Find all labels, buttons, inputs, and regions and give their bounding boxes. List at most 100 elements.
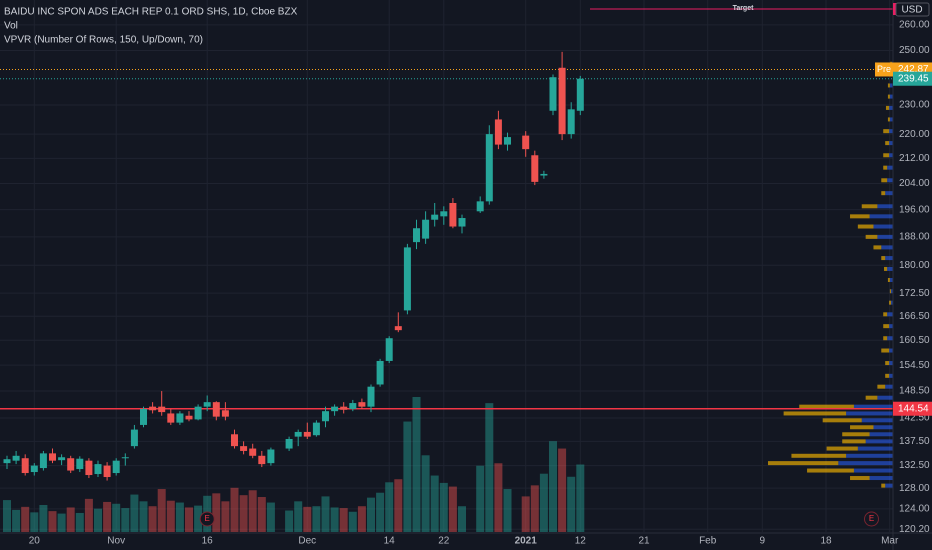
y-tick-label: 137.50 bbox=[899, 436, 930, 447]
x-tick-label: 18 bbox=[820, 536, 832, 547]
x-tick-label: 9 bbox=[760, 536, 766, 547]
volume-bar bbox=[394, 479, 403, 532]
profile-down-bar bbox=[807, 468, 854, 473]
y-tick-label: 180.00 bbox=[899, 260, 930, 271]
candle-body bbox=[485, 134, 493, 202]
profile-down-bar bbox=[850, 425, 874, 430]
profile-up-bar bbox=[889, 361, 893, 366]
volume-bar bbox=[94, 508, 102, 532]
profile-up-bar bbox=[885, 191, 893, 196]
candle-body bbox=[203, 402, 211, 407]
volume-bar bbox=[321, 496, 330, 532]
price-label-box bbox=[893, 401, 932, 416]
volume-bar bbox=[103, 501, 112, 532]
profile-down-bar bbox=[881, 256, 886, 261]
candle-body bbox=[340, 406, 348, 410]
volume-bar bbox=[448, 486, 457, 532]
profile-up-bar bbox=[891, 300, 893, 305]
earnings-marker bbox=[199, 511, 215, 527]
profile-down-bar bbox=[826, 446, 858, 451]
profile-up-bar bbox=[889, 129, 893, 134]
volume-bar bbox=[530, 485, 539, 532]
profile-up-bar bbox=[887, 266, 893, 271]
volume-bar bbox=[121, 508, 130, 532]
profile-down-bar bbox=[877, 384, 886, 389]
volume-bar bbox=[549, 441, 557, 532]
profile-down-bar bbox=[857, 224, 874, 229]
profile-up-bar bbox=[887, 312, 893, 317]
profile-up-bar bbox=[838, 461, 893, 466]
y-tick-label: 166.50 bbox=[899, 311, 930, 322]
y-tick-label: 160.50 bbox=[899, 335, 930, 346]
profile-up-bar bbox=[869, 432, 893, 437]
candle-body bbox=[367, 386, 375, 407]
volume-bar bbox=[357, 506, 366, 532]
candle-body bbox=[576, 78, 584, 111]
profile-up-bar bbox=[889, 83, 893, 88]
volume-bar bbox=[66, 507, 75, 532]
y-tick-label: 120.20 bbox=[899, 524, 930, 535]
volume-bar bbox=[239, 495, 248, 532]
profile-up-bar bbox=[889, 324, 893, 329]
candle-body bbox=[540, 173, 548, 176]
candle-body bbox=[58, 457, 66, 461]
candle-body bbox=[476, 201, 484, 212]
indicator-label[interactable]: Vol bbox=[4, 21, 18, 32]
candle-body bbox=[440, 211, 448, 217]
candle-body bbox=[413, 228, 420, 243]
volume-bar bbox=[458, 506, 466, 532]
volume-bar bbox=[194, 505, 203, 532]
candle-body bbox=[76, 458, 84, 470]
volume-bar bbox=[112, 503, 121, 532]
candle-body bbox=[558, 67, 566, 135]
profile-down-bar bbox=[883, 165, 888, 170]
volume-bar bbox=[439, 482, 448, 532]
volume-bar bbox=[521, 496, 530, 532]
profile-down-bar bbox=[881, 348, 890, 353]
x-tick-label: Nov bbox=[107, 536, 125, 547]
profile-up-bar bbox=[889, 117, 893, 122]
profile-up-bar bbox=[873, 425, 893, 430]
profile-up-bar bbox=[885, 384, 893, 389]
y-tick-label: 212.00 bbox=[899, 153, 930, 164]
volume-bar bbox=[330, 507, 339, 532]
profile-down-bar bbox=[883, 153, 890, 158]
x-tick-label: 14 bbox=[384, 536, 396, 547]
profile-down-bar bbox=[881, 483, 886, 488]
profile-down-bar bbox=[791, 453, 847, 458]
candle-body bbox=[376, 360, 384, 385]
profile-down-bar bbox=[842, 432, 870, 437]
earnings-label: E bbox=[205, 514, 210, 523]
volume-bar bbox=[576, 464, 585, 532]
volume-bar bbox=[166, 500, 175, 532]
profile-down-bar bbox=[799, 404, 854, 409]
volume-bar bbox=[221, 501, 230, 532]
volume-bar bbox=[348, 511, 357, 532]
candle-body bbox=[21, 458, 29, 474]
profile-down-bar bbox=[885, 373, 890, 378]
candle-body bbox=[267, 449, 275, 464]
volume-bar bbox=[130, 494, 139, 532]
volume-bar bbox=[57, 513, 66, 532]
candle-body bbox=[303, 431, 311, 437]
profile-down-bar bbox=[889, 289, 892, 294]
candle-body bbox=[322, 411, 329, 422]
profile-down-bar bbox=[881, 178, 888, 183]
profile-up-bar bbox=[889, 105, 893, 110]
x-tick-label: 12 bbox=[575, 536, 587, 547]
candle-body bbox=[349, 403, 357, 409]
candle-body bbox=[94, 464, 102, 475]
earnings-label: E bbox=[869, 514, 874, 523]
candle-body bbox=[39, 453, 47, 469]
profile-down-bar bbox=[883, 324, 890, 329]
profile-down-bar bbox=[885, 141, 890, 146]
volume-bar bbox=[84, 498, 93, 532]
volume-bar bbox=[485, 403, 494, 532]
profile-down-bar bbox=[885, 105, 890, 110]
y-tick-label: 260.00 bbox=[899, 20, 930, 31]
candle-body bbox=[422, 219, 430, 239]
indicator-label[interactable]: VPVR (Number Of Rows, 150, Up/Down, 70) bbox=[4, 35, 203, 46]
volume-bar bbox=[376, 492, 385, 532]
volume-bar bbox=[3, 500, 11, 532]
candle-body bbox=[185, 415, 193, 420]
